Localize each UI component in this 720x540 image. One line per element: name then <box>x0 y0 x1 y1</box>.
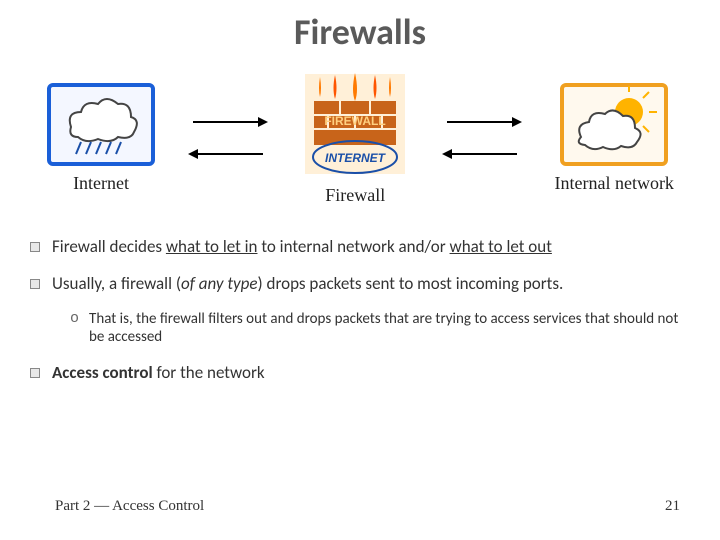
internet-node: Internet <box>46 82 156 194</box>
arrow-left-icon <box>188 139 268 169</box>
arrow-left-icon <box>442 139 522 169</box>
bullet-1: Firewall decides what to let in to inter… <box>30 236 690 257</box>
firewall-node: FIREWALL INTERNET Firewall <box>300 69 410 206</box>
bullet-marker-icon <box>30 279 40 289</box>
bullet-3-text: Access control for the network <box>52 362 265 383</box>
svg-text:INTERNET: INTERNET <box>325 151 387 165</box>
bullet-1-text: Firewall decides what to let in to inter… <box>52 236 552 257</box>
footer-left: Part 2 — Access Control <box>55 498 204 515</box>
svg-text:FIREWALL: FIREWALL <box>325 114 386 128</box>
bullet-2: Usually, a firewall (of any type) drops … <box>30 273 690 294</box>
arrow-right-icon <box>442 107 522 137</box>
bullet-marker-icon <box>30 242 40 252</box>
firewall-label: Firewall <box>325 185 385 206</box>
internal-node: Internal network <box>554 82 673 194</box>
arrow-right-icon <box>188 107 268 137</box>
bullet-3: Access control for the network <box>30 362 690 383</box>
bullet-2-sub-text: That is, the firewall filters out and dr… <box>89 310 690 346</box>
subbullet-marker-icon: o <box>70 310 79 327</box>
page-title: Firewalls <box>30 10 690 54</box>
internet-label: Internet <box>73 173 129 194</box>
diagram: Internet FIREWALL <box>30 69 690 206</box>
footer: Part 2 — Access Control 21 <box>55 498 680 515</box>
bullet-2-text: Usually, a firewall (of any type) drops … <box>52 273 563 294</box>
arrows-right <box>442 107 522 169</box>
internet-cloud-icon <box>46 82 156 167</box>
footer-page-number: 21 <box>665 498 680 515</box>
bullet-marker-icon <box>30 368 40 378</box>
bullet-2-sub: o That is, the firewall filters out and … <box>70 310 690 346</box>
internal-label: Internal network <box>554 173 673 194</box>
arrows-left <box>188 107 268 169</box>
firewall-icon: FIREWALL INTERNET <box>300 69 410 179</box>
bullet-list: Firewall decides what to let in to inter… <box>30 236 690 383</box>
internal-cloud-icon <box>559 82 669 167</box>
